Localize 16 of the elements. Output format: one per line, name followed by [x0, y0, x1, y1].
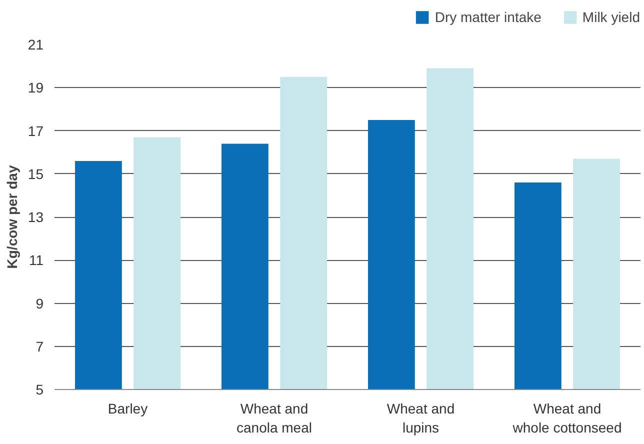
x-tick-label: Wheat and whole cottonseed: [512, 400, 622, 436]
y-tick-label: 11: [28, 252, 44, 268]
y-tick-label: 15: [28, 166, 44, 182]
legend-label: Milk yield: [582, 9, 640, 25]
y-tick-label: 19: [28, 80, 44, 96]
y-tick-label: 21: [28, 36, 44, 52]
x-tick-label: Barley: [108, 400, 148, 416]
y-tick-label: 7: [36, 338, 44, 354]
x-tick-label: Wheat and lupins: [386, 400, 455, 436]
y-axis-title: Kg/cow per day: [4, 165, 20, 269]
y-tick-label: 5: [36, 382, 44, 398]
y-tick-label: 9: [36, 295, 44, 312]
legend-label: Dry matter intake: [434, 9, 542, 25]
y-tick-label: 13: [28, 209, 44, 225]
x-tick-label: Wheat and canola meal: [236, 400, 312, 436]
y-tick-label: 17: [28, 122, 44, 139]
